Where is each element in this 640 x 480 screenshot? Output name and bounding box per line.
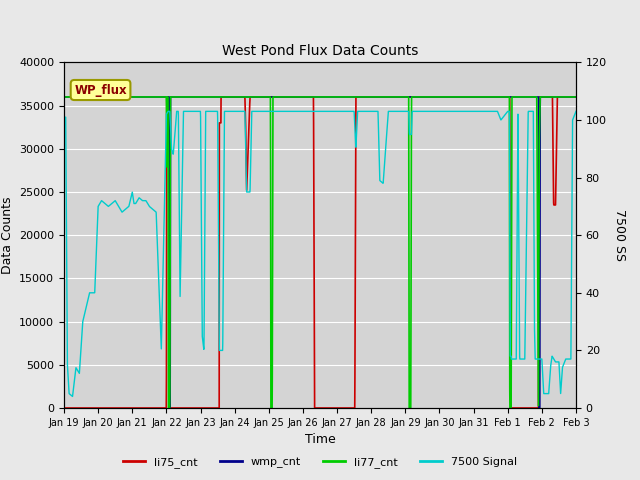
Y-axis label: Data Counts: Data Counts <box>1 196 13 274</box>
Title: West Pond Flux Data Counts: West Pond Flux Data Counts <box>222 45 418 59</box>
X-axis label: Time: Time <box>305 433 335 446</box>
Legend: li75_cnt, wmp_cnt, li77_cnt, 7500 Signal: li75_cnt, wmp_cnt, li77_cnt, 7500 Signal <box>118 452 522 472</box>
Text: WP_flux: WP_flux <box>74 84 127 96</box>
Y-axis label: 7500 SS: 7500 SS <box>613 209 627 261</box>
